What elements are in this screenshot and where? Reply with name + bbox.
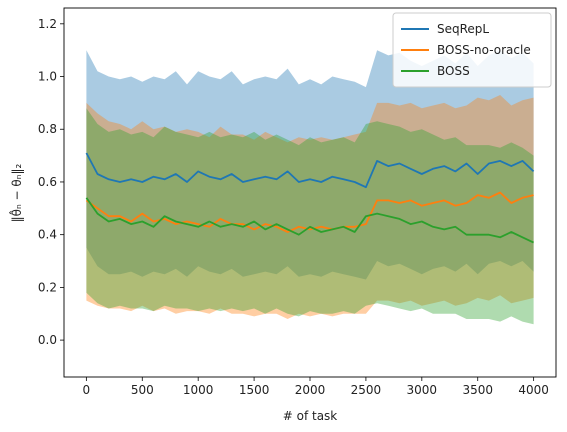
y-tick-label: 0.6	[38, 175, 57, 189]
x-tick-label: 3500	[462, 383, 493, 397]
legend-label: SeqRepL	[437, 22, 489, 36]
legend-label: BOSS	[437, 64, 470, 78]
y-tick-label: 0.2	[38, 280, 57, 294]
x-tick-label: 2000	[295, 383, 326, 397]
y-tick-label: 1.0	[38, 70, 57, 84]
x-tick-label: 0	[83, 383, 91, 397]
y-axis-ticks: 0.0 0.2 0.4 0.6 0.8 1.0 1.2	[38, 17, 64, 347]
x-axis-ticks: 0 500 1000 1500 2000 2500 3000 3500 4000	[83, 377, 549, 397]
line-series-0	[85, 152, 535, 189]
x-tick-label: 1000	[183, 383, 214, 397]
line-series-2	[85, 197, 534, 244]
legend-label: BOSS-no-oracle	[437, 43, 531, 57]
y-tick-label: 1.2	[38, 17, 57, 31]
confidence-bands	[86, 50, 534, 325]
x-tick-label: 3000	[407, 383, 438, 397]
x-tick-label: 4000	[518, 383, 549, 397]
band-series-1	[86, 95, 534, 319]
band-series-2	[86, 108, 534, 325]
legend: SeqRepL BOSS-no-oracle BOSS	[392, 12, 552, 88]
legend-box	[392, 12, 552, 88]
y-axis-label: ‖θ̂ₙ − θₙ‖₂	[8, 163, 24, 222]
x-tick-label: 1500	[239, 383, 270, 397]
y-tick-label: 0.4	[38, 228, 57, 242]
series-lines	[85, 152, 535, 244]
y-tick-label: 0.0	[38, 333, 57, 347]
x-axis-label: # of task	[283, 409, 338, 423]
x-tick-label: 500	[131, 383, 154, 397]
x-tick-label: 2500	[351, 383, 382, 397]
y-tick-label: 0.8	[38, 122, 57, 136]
